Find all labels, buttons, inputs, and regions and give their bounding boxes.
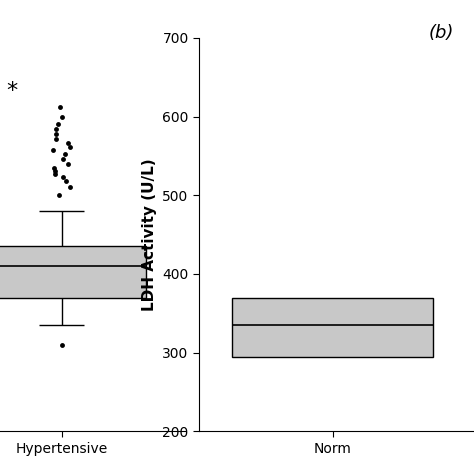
Y-axis label: LDH Activity (U/L): LDH Activity (U/L) — [142, 158, 157, 311]
Text: (b): (b) — [428, 24, 454, 42]
Text: *: * — [7, 81, 18, 101]
Bar — [0, 246, 146, 298]
Bar — [232, 298, 433, 356]
